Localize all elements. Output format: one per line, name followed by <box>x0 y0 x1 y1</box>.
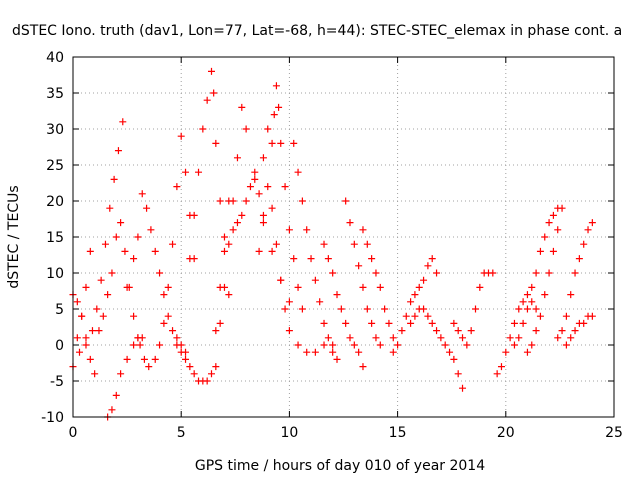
y-axis-label: dSTEC / TECUs <box>6 185 22 288</box>
chart-title: dSTEC Iono. truth (dav1, Lon=77, Lat=-68… <box>12 23 622 39</box>
x-tick-label: 20 <box>497 425 515 441</box>
chart: dSTEC Iono. truth (dav1, Lon=77, Lat=-68… <box>0 0 640 480</box>
x-tick-label: 0 <box>69 425 78 441</box>
x-tick-label: 5 <box>177 425 186 441</box>
y-tick-label: 30 <box>46 122 64 138</box>
chart-background <box>0 0 640 480</box>
x-tick-label: 15 <box>389 425 407 441</box>
y-tick-label: 20 <box>46 194 64 210</box>
y-tick-label: 35 <box>46 86 64 102</box>
y-tick-label: 25 <box>46 158 64 174</box>
x-axis-label: GPS time / hours of day 010 of year 2014 <box>195 458 485 474</box>
y-tick-label: 10 <box>46 266 64 282</box>
y-tick-label: 15 <box>46 230 64 246</box>
x-tick-label: 25 <box>605 425 623 441</box>
x-tick-label: 10 <box>280 425 298 441</box>
y-tick-label: 5 <box>55 302 64 318</box>
y-tick-label: 0 <box>55 338 64 354</box>
y-tick-label: -10 <box>41 410 64 426</box>
y-tick-label: 40 <box>46 50 64 66</box>
y-tick-label: -5 <box>50 374 64 390</box>
